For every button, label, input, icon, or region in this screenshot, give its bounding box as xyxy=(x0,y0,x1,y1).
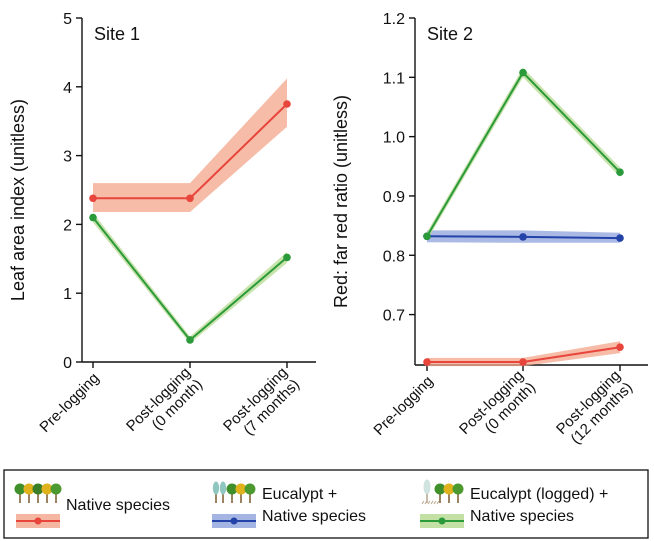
x-tick-label: Pre-logging xyxy=(36,370,102,436)
chart-panel-2: 0.7 0.8 0.9 1.0 1.1 1.2 Red: far red ratio (un… xyxy=(331,11,648,450)
y-tick-label: 3 xyxy=(63,149,72,166)
data-point xyxy=(519,68,527,77)
y-tick-label: 0.9 xyxy=(383,189,405,206)
series-line xyxy=(426,70,621,237)
series-1 xyxy=(423,341,624,367)
series-2 xyxy=(423,230,624,243)
series-1 xyxy=(89,78,291,213)
legend-label: Native species xyxy=(66,497,170,514)
confidence-band xyxy=(427,341,620,367)
legend-label: Eucalypt + xyxy=(262,486,337,503)
data-point xyxy=(616,168,624,177)
native-trees-icon xyxy=(14,483,62,503)
x-tick-label: Post-logging(0 month) xyxy=(456,367,539,450)
data-point xyxy=(186,336,194,344)
x-tick-label: Post-logging(0 month) xyxy=(123,364,206,447)
confidence-band xyxy=(93,212,287,344)
data-point xyxy=(616,234,624,242)
x-tick-label: Pre-logging xyxy=(370,373,436,439)
data-point xyxy=(89,213,97,222)
y-axis-label: Leaf area index (unitless) xyxy=(8,99,28,301)
series-2 xyxy=(89,212,291,344)
y-tick-label: 1.0 xyxy=(383,130,405,147)
y-tick-label: 4 xyxy=(63,80,72,97)
data-point xyxy=(186,194,194,203)
chart-panel-1: 0 1 2 3 4 5 Leaf area index (unitless) Site 1 Pr… xyxy=(8,11,316,447)
eucalypt-native-trees-icon xyxy=(212,481,256,503)
data-point xyxy=(519,233,527,241)
panel-title: Site 2 xyxy=(427,24,473,44)
legend: Native species Eucalypt + Native species Eu… xyxy=(3,469,649,539)
y-tick-label: 5 xyxy=(63,11,72,28)
legend-label: Eucalypt (logged) + xyxy=(470,486,608,503)
legend-label: Native species xyxy=(470,508,574,525)
y-tick-label: 0.8 xyxy=(383,248,405,265)
legend-swatch xyxy=(420,514,464,528)
confidence-band xyxy=(93,78,287,213)
data-point xyxy=(423,232,431,241)
y-tick-label: 1.2 xyxy=(383,11,405,28)
legend-swatch xyxy=(16,514,60,528)
data-point xyxy=(519,358,527,366)
data-point xyxy=(89,194,97,203)
data-point xyxy=(283,100,291,108)
y-tick-label: 0 xyxy=(63,355,72,372)
legend-swatch xyxy=(212,514,256,528)
legend-label: Native species xyxy=(262,508,366,525)
x-tick-label: Post-logging(12 months) xyxy=(553,367,636,450)
y-tick-label: 1.1 xyxy=(383,70,405,87)
x-tick-label: Post-logging(7 months) xyxy=(220,364,303,447)
data-point xyxy=(283,253,291,262)
panel-title: Site 1 xyxy=(94,24,140,44)
y-tick-label: 1 xyxy=(63,286,72,303)
logged-eucalypt-trees-icon xyxy=(421,479,464,505)
y-tick-label: 2 xyxy=(63,217,72,234)
y-axis-label: Red: far red ratio (unitless) xyxy=(331,95,351,308)
y-tick-label: 0.7 xyxy=(383,308,405,325)
confidence-band xyxy=(427,67,620,241)
series-3 xyxy=(423,67,624,241)
data-point xyxy=(616,343,624,352)
legend-box xyxy=(3,469,649,539)
data-point xyxy=(423,358,431,366)
